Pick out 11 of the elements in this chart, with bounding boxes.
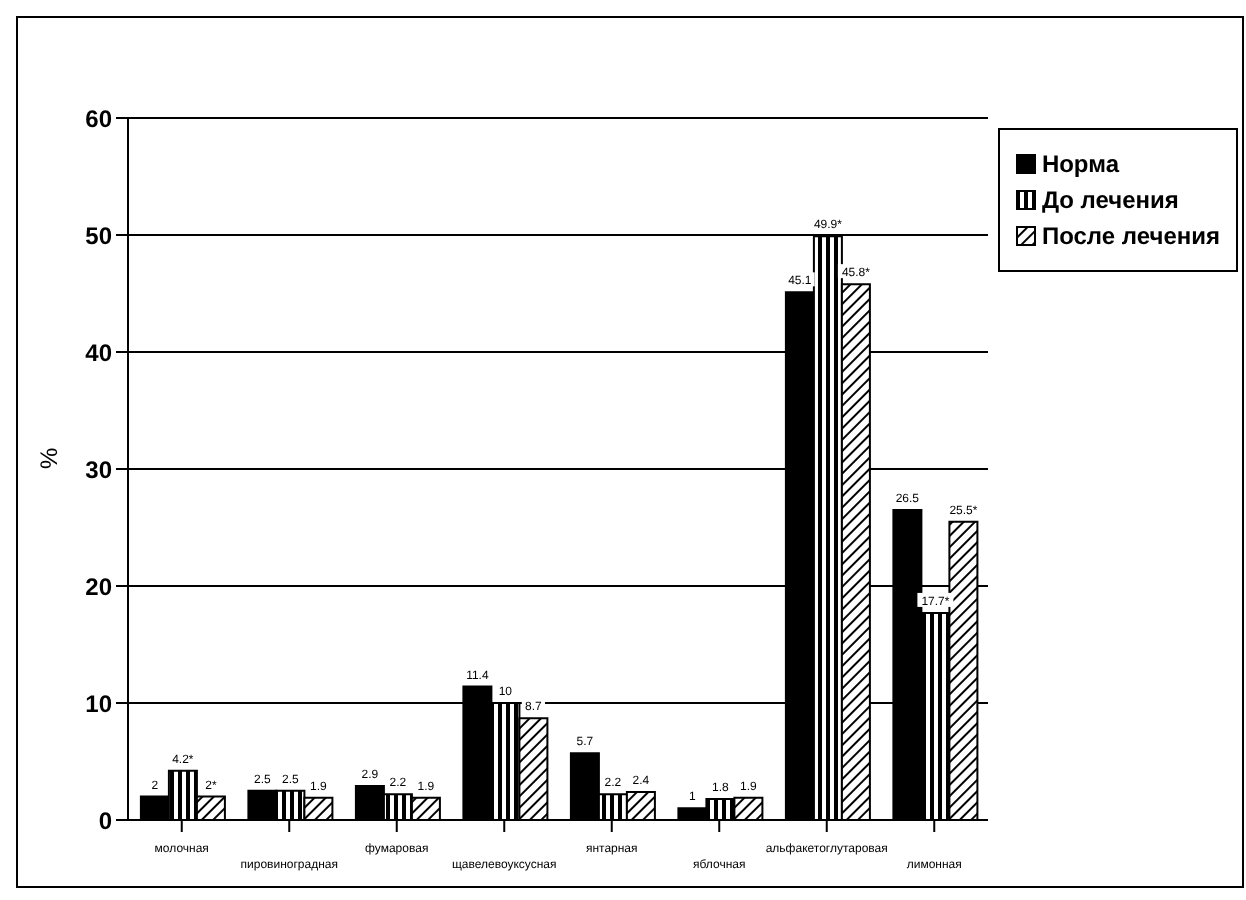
y-axis-title: % <box>34 447 63 469</box>
y-tick-label: 30 <box>85 455 113 484</box>
legend-label: До лечения <box>1041 186 1179 214</box>
legend-label: После лечения <box>1041 222 1220 250</box>
y-tick-label: 40 <box>85 338 113 367</box>
y-tick-label: 0 <box>98 806 113 835</box>
y-tick-label: 60 <box>85 104 113 133</box>
y-tick-label: 50 <box>85 221 113 250</box>
y-tick-label: 20 <box>85 572 113 601</box>
y-tick-label: 10 <box>85 689 113 718</box>
legend-label: Норма <box>1041 150 1119 178</box>
